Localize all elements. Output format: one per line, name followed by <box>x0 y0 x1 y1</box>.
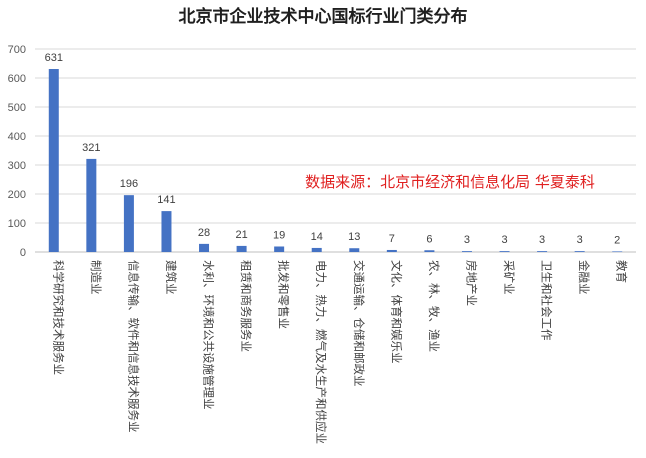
data-label: 196 <box>120 178 138 190</box>
y-tick-label: 700 <box>8 44 26 56</box>
bar <box>274 246 285 252</box>
data-label: 28 <box>198 227 210 239</box>
category-label: 房地产业 <box>464 260 478 306</box>
data-label: 3 <box>501 234 507 246</box>
y-axis-ticks: 0 100 200 300 400 500 600 700 <box>8 44 26 259</box>
y-tick-label: 100 <box>8 218 26 230</box>
y-tick-label: 400 <box>8 131 26 143</box>
bar <box>499 251 510 252</box>
data-label: 2 <box>614 234 620 246</box>
source-annotation: 数据来源：北京市经济和信息化局 华夏泰科 <box>305 173 595 191</box>
bar <box>161 211 172 252</box>
category-label: 教育 <box>615 260 629 283</box>
category-label: 交通运输、仓储和邮政业 <box>352 260 366 387</box>
bar <box>612 251 623 253</box>
data-label: 21 <box>235 229 247 241</box>
data-label: 631 <box>45 52 63 64</box>
chart-title: 北京市企业技术中心国标行业门类分布 <box>179 6 468 27</box>
y-tick-label: 500 <box>8 102 26 114</box>
category-labels: 科学研究和技术服务业 制造业 信息传输、软件和信息技术服务业 建筑业 水利、环境和公共设… <box>51 260 628 444</box>
category-label: 采矿业 <box>502 260 516 295</box>
bar <box>311 247 322 252</box>
data-label: 3 <box>577 234 583 246</box>
y-tick-label: 600 <box>8 73 26 85</box>
bars <box>48 69 623 253</box>
data-label: 3 <box>464 234 470 246</box>
gridlines <box>35 48 636 253</box>
category-label: 金融业 <box>577 260 591 295</box>
bar <box>86 158 97 252</box>
y-tick-label: 300 <box>8 160 26 172</box>
bar <box>123 195 134 252</box>
category-label: 电力、热力、燃气及水生产和供应业 <box>314 260 328 444</box>
data-label: 19 <box>273 229 285 241</box>
bar <box>424 250 435 252</box>
data-label: 14 <box>311 231 323 243</box>
bar <box>236 245 247 252</box>
data-label: 141 <box>157 194 175 206</box>
category-label: 信息传输、软件和信息技术服务业 <box>126 260 140 433</box>
data-label: 321 <box>82 142 100 154</box>
bar <box>461 251 472 252</box>
data-label: 7 <box>389 233 395 245</box>
y-tick-label: 200 <box>8 189 26 201</box>
data-label: 13 <box>348 231 360 243</box>
data-labels: 631 321 196 141 28 21 19 14 13 7 6 3 3 3 3 2 <box>45 52 621 246</box>
category-label: 批发和零售业 <box>277 260 291 329</box>
category-label: 建筑业 <box>164 260 178 295</box>
bar <box>48 69 59 252</box>
bar <box>349 248 360 252</box>
bar <box>574 251 585 252</box>
category-label: 卫生和社会工作 <box>540 260 554 341</box>
category-label: 水利、环境和公共设施管理业 <box>202 260 216 410</box>
category-label: 科学研究和技术服务业 <box>51 260 65 375</box>
bar <box>386 249 397 252</box>
category-label: 制造业 <box>89 260 103 295</box>
category-label: 农、林、牧、渔业 <box>427 260 441 352</box>
y-tick-label: 0 <box>20 247 26 259</box>
data-label: 6 <box>426 233 432 245</box>
category-label: 文化、体育和娱乐业 <box>389 260 403 364</box>
bar <box>537 251 548 252</box>
data-label: 3 <box>539 234 545 246</box>
bar <box>199 243 210 252</box>
category-label: 租赁和商务服务业 <box>239 260 253 352</box>
